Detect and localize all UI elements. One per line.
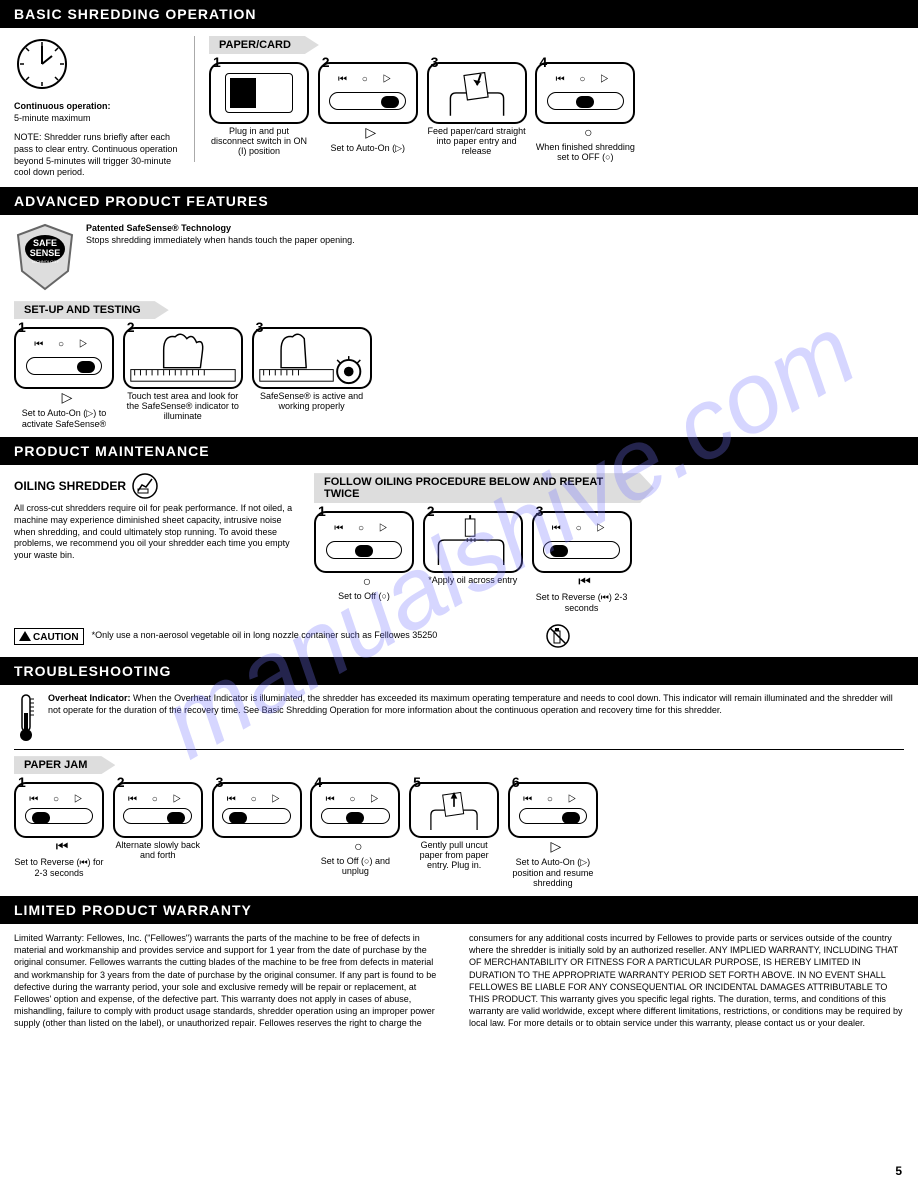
svg-text:SAFE: SAFE [33,238,57,248]
safesense-shield-icon: SAFE SENSE TECHNOLOGY [14,223,76,293]
step-box-set-off-oil: 1 ⏮ ○ ▷ [314,511,414,573]
svg-text:TECHNOLOGY: TECHNOLOGY [31,259,59,264]
caution-label: CAUTION [14,628,84,645]
step-number: 4 [539,54,557,72]
step-box-jam-reverse: 1 ⏮ ○ ▷ [14,782,104,838]
step-box-reverse-oil: 3 ⏮ ○ ▷ [532,511,632,573]
step-box-power-on: 1 [209,62,309,124]
setup-testing-header: SET-UP AND TESTING [14,301,169,319]
step-box-safesense-on: 1 ⏮ ○ ▷ [14,327,114,389]
safesense-subtitle: Patented SafeSense® Technology [86,223,231,233]
step-number: 5 [413,774,431,792]
page-number: 5 [895,1164,902,1178]
clock-icon [14,36,70,92]
step-number: 2 [322,54,340,72]
step-box-jam-alternate2: 3 ⏮ ○ ▷ [212,782,302,838]
overheat-desc: When the Overheat Indicator is illuminat… [48,693,893,715]
step-box-auto-on: 2 ⏮ ○ ▷ [318,62,418,124]
step-label: Gently pull uncut paper from paper entry… [409,840,499,870]
step-box-set-off: 4 ⏮ ○ ▷ [535,62,635,124]
section-header-maintenance: PRODUCT MAINTENANCE [0,437,918,465]
thermometer-icon [14,693,38,743]
section-header-warranty: LIMITED PRODUCT WARRANTY [0,896,918,924]
step-symbol: ⏮ [532,573,638,590]
step-box-jam-pull-paper: 5 [409,782,499,838]
step-label: Set to Off (○) and unplug [310,856,400,876]
step-label: Set to Reverse (⏮) 2-3 seconds [532,592,632,613]
step-symbol: ○ [314,573,420,589]
step-label: Set to Reverse (⏮) for 2-3 seconds [14,857,104,878]
step-number: 6 [512,774,530,792]
step-label: Set to Auto-On (▷) [318,143,418,154]
step-number: 1 [213,54,231,72]
overheat-title: Overheat Indicator: [48,693,131,703]
step-symbol: ▷ [318,124,424,141]
step-number: 2 [427,503,445,521]
caution-text: *Only use a non-aerosol vegetable oil in… [92,630,438,642]
step-number: 3 [536,503,554,521]
svg-text:SENSE: SENSE [30,248,61,258]
step-box-jam-autoon: 6 ⏮ ○ ▷ [508,782,598,838]
section-basic-operation: Continuous operation: 5-minute maximum N… [0,28,918,187]
step-box-touch-test: 2 [123,327,243,389]
section-troubleshooting: Overheat Indicator: When the Overheat In… [0,685,918,896]
oiling-procedure-header: FOLLOW OILING PROCEDURE BELOW AND REPEAT… [314,473,654,503]
step-number: 3 [431,54,449,72]
paper-card-header: PAPER/CARD [209,36,319,54]
step-box-apply-oil: 2 [423,511,523,573]
step-box-jam-off-unplug: 4 ⏮ ○ ▷ [310,782,400,838]
step-symbol: ○ [535,124,641,140]
step-box-feed-paper: 3 [427,62,527,124]
step-number: 4 [314,774,332,792]
step-label: *Apply oil across entry [423,575,523,585]
step-symbol: ▷ [508,838,604,855]
step-number: 1 [318,503,336,521]
step-number: 2 [127,319,145,337]
step-number: 2 [117,774,135,792]
step-number: 1 [18,319,36,337]
step-label: Plug in and put disconnect switch in ON … [209,126,309,156]
step-number: 3 [256,319,274,337]
step-number: 1 [18,774,36,792]
step-box-jam-alternate: 2 ⏮ ○ ▷ [113,782,203,838]
step-label: Set to Auto-On (▷) position and resume s… [508,857,598,888]
step-symbol: ○ [310,838,406,854]
step-symbol: ▷ [14,389,120,406]
safesense-desc: Stops shredding immediately when hands t… [86,235,355,245]
step-label: Alternate slowly back and forth [113,840,203,860]
step-label: Touch test area and look for the SafeSen… [123,391,243,421]
step-label: SafeSense® is active and working properl… [252,391,372,411]
step-symbol: ⏮ [14,838,110,855]
oiling-title: OILING SHREDDER [14,479,126,493]
oil-can-icon [132,473,158,499]
run-time-note: NOTE: Shredder runs briefly after each p… [14,132,184,179]
section-maintenance: OILING SHREDDER All cross-cut shredders … [0,465,918,657]
step-label: Set to Off (○) [314,591,414,601]
section-header-advanced-features: ADVANCED PRODUCT FEATURES [0,187,918,215]
run-time-value: 5-minute maximum [14,113,91,123]
step-number: 3 [216,774,234,792]
oiling-desc: All cross-cut shredders require oil for … [14,503,304,561]
section-header-basic-operation: BASIC SHREDDING OPERATION [0,0,918,28]
step-label: When finished shredding set to OFF (○) [535,142,635,162]
step-label: Feed paper/card straight into paper entr… [427,126,527,156]
section-advanced-features: SAFE SENSE TECHNOLOGY Patented SafeSense… [0,215,918,437]
no-aerosol-icon [545,623,571,649]
step-box-indicator-active: 3 [252,327,372,389]
section-warranty: Limited Warranty: Fellowes, Inc. ("Fello… [0,924,918,1037]
warranty-body: Limited Warranty: Fellowes, Inc. ("Fello… [14,932,904,1029]
section-header-troubleshooting: TROUBLESHOOTING [0,657,918,685]
paper-jam-header: PAPER JAM [14,756,115,774]
step-label: Set to Auto-On (▷) to activate SafeSense… [14,408,114,429]
run-time-title: Continuous operation: [14,101,111,111]
